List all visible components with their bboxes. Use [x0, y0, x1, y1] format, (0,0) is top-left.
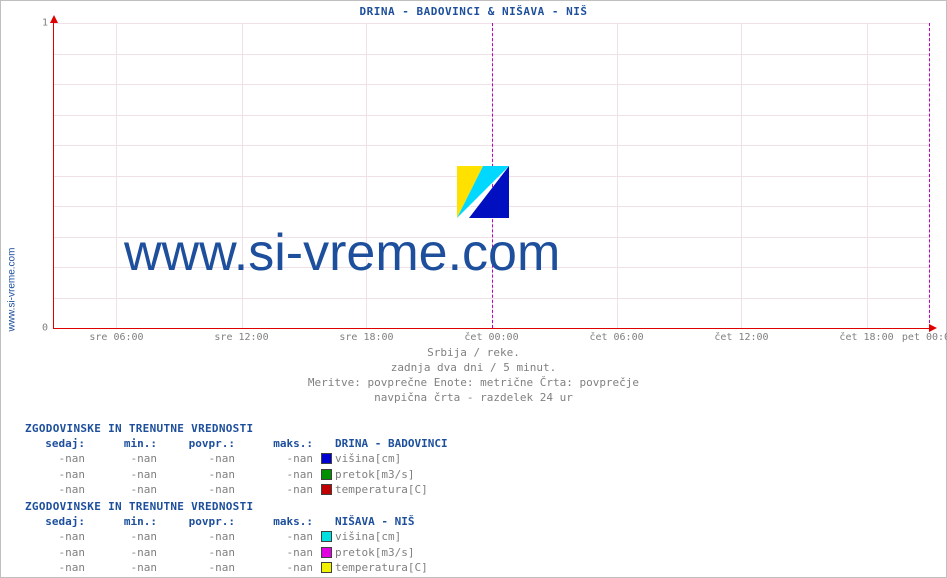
x-tick-label: čet 12:00: [714, 332, 768, 343]
y-tick-label: 0: [42, 323, 48, 334]
x-tick-label: sre 12:00: [214, 332, 268, 343]
gridline-v: [867, 23, 868, 328]
watermark-text: www.si-vreme.com: [124, 223, 560, 283]
legend-series-label: temperatura[C]: [335, 482, 428, 497]
legend-swatch-icon: [321, 469, 332, 480]
val-sedaj: -nan: [25, 545, 85, 560]
col-maks: maks.:: [235, 514, 313, 529]
x-tick-label: pet 00:00: [902, 332, 947, 343]
legend-series-label: višina[cm]: [335, 451, 401, 466]
legend-swatch-icon: [321, 484, 332, 495]
gridline-v: [741, 23, 742, 328]
title-part-1: DRINA - BADOVINCI: [360, 5, 481, 18]
legend-row: -nan-nan-nan-nanpretok[m3/s]: [25, 467, 448, 483]
val-povpr: -nan: [157, 529, 235, 544]
val-min: -nan: [85, 560, 157, 575]
y-axis-arrow-icon: [50, 15, 58, 23]
val-povpr: -nan: [157, 560, 235, 575]
legend-header: ZGODOVINSKE IN TRENUTNE VREDNOSTI: [25, 499, 428, 514]
legend-row: -nan-nan-nan-nanpretok[m3/s]: [25, 545, 428, 561]
val-min: -nan: [85, 467, 157, 482]
val-min: -nan: [85, 529, 157, 544]
x-tick-label: sre 06:00: [89, 332, 143, 343]
legend-row: -nan-nan-nan-nantemperatura[C]: [25, 482, 448, 498]
subtitle-line: zadnja dva dni / 5 minut.: [1, 360, 946, 375]
col-povpr: povpr.:: [157, 514, 235, 529]
chart-title: DRINA - BADOVINCI & NIŠAVA - NIŠ: [1, 5, 946, 18]
divider-24h: [929, 23, 930, 328]
legend-header: ZGODOVINSKE IN TRENUTNE VREDNOSTI: [25, 421, 448, 436]
col-sedaj: sedaj:: [25, 436, 85, 451]
legend-swatch-icon: [321, 453, 332, 464]
gridline-v: [617, 23, 618, 328]
val-maks: -nan: [235, 529, 313, 544]
legend-row: -nan-nan-nan-nanvišina[cm]: [25, 529, 428, 545]
val-maks: -nan: [235, 482, 313, 497]
x-axis-arrow-icon: [929, 324, 937, 332]
x-tick-label: čet 06:00: [589, 332, 643, 343]
x-tick-label: čet 18:00: [839, 332, 893, 343]
subtitle-line: Srbija / reke.: [1, 345, 946, 360]
col-maks: maks.:: [235, 436, 313, 451]
legend-series-label: višina[cm]: [335, 529, 401, 544]
title-part-2: NIŠAVA - NIŠ: [502, 5, 587, 18]
subtitle-line: navpična črta - razdelek 24 ur: [1, 390, 946, 405]
source-label-vertical: www.si-vreme.com: [5, 1, 19, 577]
legend-swatch-icon: [321, 562, 332, 573]
y-tick-label: 1: [42, 18, 48, 29]
legend-station-name: DRINA - BADOVINCI: [335, 436, 448, 451]
val-min: -nan: [85, 482, 157, 497]
chart-subtitle-block: Srbija / reke. zadnja dva dni / 5 minut.…: [1, 345, 946, 405]
val-maks: -nan: [235, 560, 313, 575]
legend-series-label: pretok[m3/s]: [335, 467, 414, 482]
legend-series-label: pretok[m3/s]: [335, 545, 414, 560]
val-maks: -nan: [235, 451, 313, 466]
val-sedaj: -nan: [25, 451, 85, 466]
col-povpr: povpr.:: [157, 436, 235, 451]
legend-columns: sedaj:min.:povpr.:maks.: DRINA - BADOVINC…: [25, 436, 448, 451]
source-label-text: www.si-vreme.com: [7, 247, 18, 331]
legend-row: -nan-nan-nan-nanvišina[cm]: [25, 451, 448, 467]
val-min: -nan: [85, 545, 157, 560]
val-min: -nan: [85, 451, 157, 466]
col-sedaj: sedaj:: [25, 514, 85, 529]
val-maks: -nan: [235, 545, 313, 560]
val-povpr: -nan: [157, 467, 235, 482]
val-povpr: -nan: [157, 451, 235, 466]
subtitle-line: Meritve: povprečne Enote: metrične Črta:…: [1, 375, 946, 390]
val-sedaj: -nan: [25, 529, 85, 544]
watermark-logo-icon: [457, 166, 509, 218]
chart-plot-area: sre 06:00sre 12:00sre 18:00čet 00:00čet …: [53, 23, 929, 329]
title-sep: &: [481, 5, 502, 18]
legend-columns: sedaj:min.:povpr.:maks.: NIŠAVA - NIŠ: [25, 514, 428, 529]
x-tick-label: čet 00:00: [464, 332, 518, 343]
legend-row: -nan-nan-nan-nantemperatura[C]: [25, 560, 428, 576]
val-maks: -nan: [235, 467, 313, 482]
legend-swatch-icon: [321, 531, 332, 542]
legend-station-name: NIŠAVA - NIŠ: [335, 514, 414, 529]
legend-swatch-icon: [321, 547, 332, 558]
legend-block-1: ZGODOVINSKE IN TRENUTNE VREDNOSTIsedaj:m…: [25, 421, 448, 498]
col-min: min.:: [85, 514, 157, 529]
val-povpr: -nan: [157, 545, 235, 560]
val-sedaj: -nan: [25, 482, 85, 497]
val-povpr: -nan: [157, 482, 235, 497]
legend-block-2: ZGODOVINSKE IN TRENUTNE VREDNOSTIsedaj:m…: [25, 499, 428, 576]
legend-series-label: temperatura[C]: [335, 560, 428, 575]
col-min: min.:: [85, 436, 157, 451]
x-tick-label: sre 18:00: [339, 332, 393, 343]
val-sedaj: -nan: [25, 560, 85, 575]
val-sedaj: -nan: [25, 467, 85, 482]
gridline-v: [116, 23, 117, 328]
